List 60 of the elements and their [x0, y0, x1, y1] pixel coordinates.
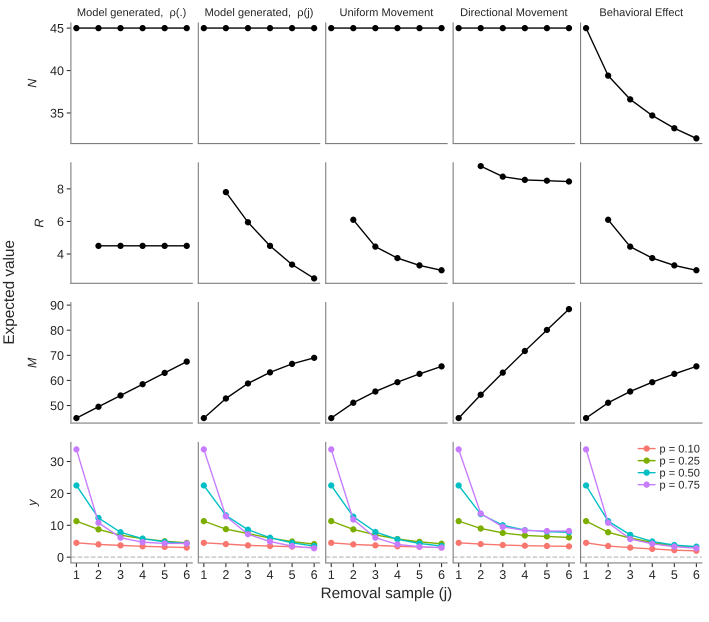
chart-title: Behavioral Effect [600, 8, 684, 16]
x-tick-label: 4 [649, 570, 656, 579]
legend-label: p = 0.50 [660, 468, 700, 479]
x-tick-label: 2 [478, 570, 484, 579]
x-tick-label: 3 [627, 570, 634, 580]
x-tick-label: 5 [162, 570, 168, 580]
x-tick-label: 2 [605, 570, 611, 579]
x-tick-label: 4 [394, 570, 401, 579]
x-tick-label: 3 [500, 570, 506, 580]
x-tick-label: 2 [350, 570, 356, 579]
y-tick-label: 45 [50, 24, 64, 33]
chart-title: Model generated, ρ(j) [205, 8, 313, 18]
y-tick-label: 70 [50, 351, 64, 360]
x-tick-label: 2 [223, 570, 229, 579]
x-tick-label: 3 [372, 570, 378, 580]
text: Expected value [2, 240, 18, 344]
y-tick-label: 8 [58, 184, 64, 194]
chart-title: Model generated, ρ(.) [78, 8, 186, 18]
y-tick-label: 6 [58, 217, 64, 226]
y-axis-title: R [34, 218, 44, 228]
x-tick-label: 1 [456, 570, 462, 579]
x-tick-label: 5 [544, 570, 550, 580]
x-tick-label: 1 [74, 570, 80, 579]
x-tick-label: 5 [671, 570, 678, 580]
x-tick-label: 4 [266, 570, 274, 579]
x-tick-label: 4 [139, 570, 146, 579]
x-tick-label: 4 [522, 570, 528, 579]
x-tick-label: 6 [438, 570, 444, 580]
x-tick-label: 5 [289, 570, 296, 580]
y-tick-label: 60 [50, 376, 64, 386]
y-axis-title: y [30, 498, 39, 506]
y-axis-title: M [28, 358, 36, 368]
x-tick-label: 1 [201, 570, 207, 579]
x-tick-label: 3 [244, 570, 251, 580]
legend-label: p = 0.75 [660, 480, 700, 491]
legend-label: p = 0.10 [660, 444, 700, 455]
x-tick-label: 6 [311, 570, 318, 580]
y-tick-label: 50 [50, 401, 64, 410]
legend-label: p = 0.25 [660, 456, 700, 467]
y-tick-label: 10 [51, 521, 64, 530]
y-axis-title: N [28, 78, 36, 88]
y-tick-label: 20 [50, 489, 64, 498]
y-tick-label: 0 [57, 552, 64, 562]
y-tick-label: 30 [50, 457, 64, 466]
y-tick-label: 35 [50, 108, 64, 118]
x-tick-label: 2 [96, 570, 102, 579]
x-axis-title: Removal sample (j) [322, 587, 452, 602]
y-tick-label: 80 [50, 326, 64, 335]
y-tick-label: 4 [57, 250, 64, 259]
y-tick-label: 90 [50, 300, 64, 310]
x-tick-label: 1 [584, 570, 589, 579]
chart-title: Directional Movement [461, 8, 568, 16]
chart-title: Uniform Movement [340, 8, 434, 16]
x-tick-label: 3 [118, 570, 124, 580]
y-tick-label: 40 [50, 66, 64, 76]
x-tick-label: 6 [694, 570, 700, 580]
x-tick-label: 5 [416, 570, 422, 580]
x-tick-label: 6 [184, 570, 190, 580]
x-tick-label: 1 [328, 570, 334, 579]
x-tick-label: 6 [566, 570, 572, 580]
